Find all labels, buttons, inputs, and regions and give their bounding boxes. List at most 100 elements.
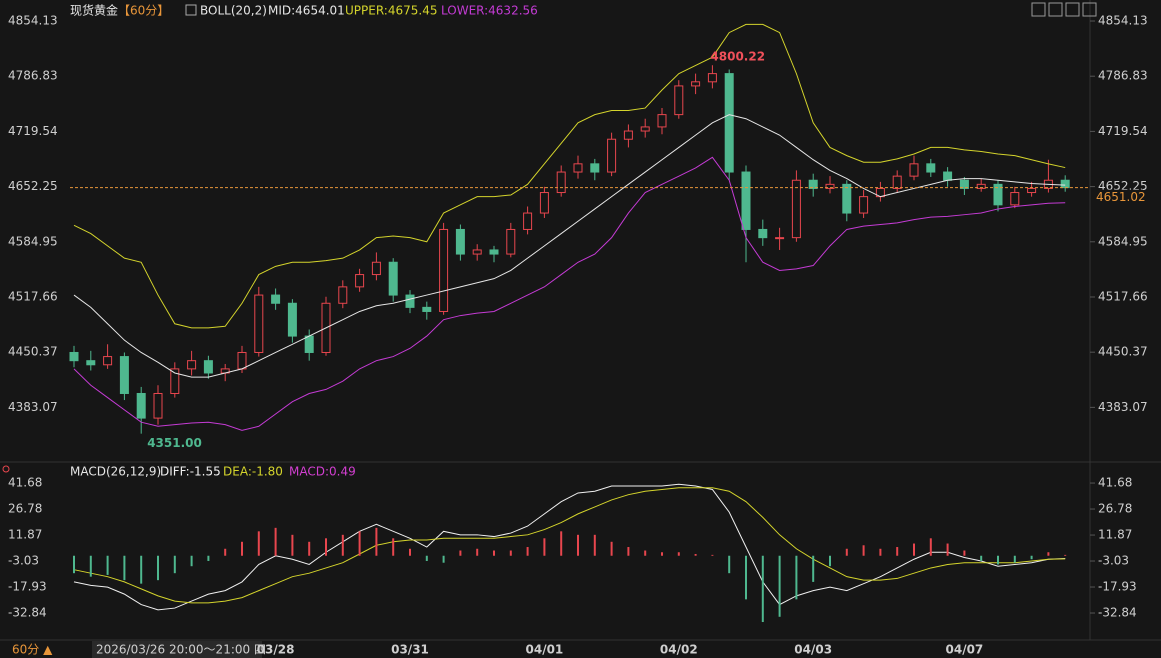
macd-bar bbox=[543, 538, 546, 556]
macd-bar bbox=[845, 548, 848, 556]
candle-body bbox=[489, 249, 499, 255]
candle-body bbox=[674, 85, 684, 116]
macd-bar bbox=[341, 534, 344, 556]
candle-body bbox=[187, 360, 197, 370]
x-tick-label: 04/03 bbox=[794, 643, 832, 657]
toolbar[interactable] bbox=[1031, 2, 1097, 17]
candle-body bbox=[993, 183, 1003, 206]
macd-bar bbox=[1047, 552, 1050, 556]
macd-bar bbox=[375, 527, 378, 556]
y-tick-label: -32.84 bbox=[1098, 606, 1137, 620]
y-tick-label: 4854.13 bbox=[8, 14, 58, 28]
candle-body bbox=[707, 73, 717, 83]
macd-bar bbox=[526, 547, 529, 556]
y-tick-label: 4383.07 bbox=[8, 400, 58, 414]
macd-bar bbox=[89, 555, 92, 577]
y-tick-label: 4517.66 bbox=[8, 289, 58, 303]
candle-body bbox=[237, 351, 247, 370]
last-price-box bbox=[1091, 189, 1143, 205]
candle-body bbox=[254, 294, 264, 353]
y-tick-label: -17.93 bbox=[1098, 580, 1137, 594]
macd-bar bbox=[812, 555, 815, 582]
period[interactable]: 【60分】 bbox=[118, 4, 169, 18]
candle-body bbox=[607, 138, 617, 173]
macd-bar bbox=[728, 555, 731, 574]
macd-bar bbox=[493, 550, 495, 556]
tool-button[interactable] bbox=[1048, 2, 1063, 17]
macd-bar bbox=[946, 543, 949, 556]
legend-entry: UPPER:4675.45 bbox=[345, 4, 437, 18]
candle-body bbox=[170, 368, 180, 394]
candle-body bbox=[892, 175, 902, 189]
pane-marker bbox=[2, 465, 10, 473]
macd-bar bbox=[761, 555, 764, 623]
macd-bar bbox=[1030, 555, 1033, 560]
macd-title: MACD(26,12,9) bbox=[70, 465, 161, 479]
macd-bar bbox=[577, 534, 579, 556]
macd-bar bbox=[190, 555, 193, 567]
candle-body bbox=[523, 212, 533, 230]
candle-body bbox=[556, 171, 566, 194]
y-tick-label: 4383.07 bbox=[1098, 400, 1148, 414]
footer-period[interactable]: 60分 ▲ bbox=[12, 643, 53, 657]
legend-entry: MACD:0.49 bbox=[289, 465, 356, 479]
tool-button[interactable] bbox=[1031, 2, 1046, 17]
tool-button[interactable] bbox=[1065, 2, 1080, 17]
macd-bar bbox=[123, 555, 126, 581]
candle-body bbox=[371, 261, 381, 276]
candle-body bbox=[506, 228, 516, 255]
macd-bar bbox=[593, 534, 596, 556]
last-price-label: 4651.02 bbox=[1096, 190, 1146, 204]
macd-bar bbox=[274, 527, 277, 556]
candle-body bbox=[758, 228, 768, 239]
macd-bar bbox=[392, 538, 395, 556]
macd-line bbox=[73, 483, 1066, 611]
y-tick-label: -17.93 bbox=[8, 580, 47, 594]
title: 现货黄金 bbox=[70, 3, 118, 18]
candle-body bbox=[1027, 187, 1037, 194]
candle-body bbox=[573, 163, 583, 173]
macd-bar bbox=[963, 550, 966, 556]
y-tick-label: 4450.37 bbox=[1098, 345, 1148, 359]
candle-body bbox=[338, 286, 348, 304]
candle-body bbox=[909, 163, 919, 177]
candle-body bbox=[69, 351, 79, 362]
macd-bar bbox=[140, 555, 143, 584]
candle-body bbox=[825, 183, 835, 189]
macd-bar bbox=[425, 555, 428, 561]
y-tick-label: 4517.66 bbox=[1098, 289, 1148, 303]
macd-bar bbox=[241, 541, 243, 556]
candle-body bbox=[119, 356, 129, 394]
macd-line bbox=[73, 487, 1066, 604]
macd-bar bbox=[661, 552, 663, 556]
candle-body bbox=[86, 360, 96, 366]
macd-bar bbox=[929, 538, 932, 556]
y-tick-label: 4854.13 bbox=[1098, 14, 1148, 28]
x-tick-label: 04/01 bbox=[526, 643, 564, 657]
price-annotation: 4800.22 bbox=[710, 50, 765, 64]
legend-entry: LOWER:4632.56 bbox=[441, 4, 538, 18]
macd-bar bbox=[795, 555, 798, 600]
indicator: BOLL(20,2) bbox=[200, 4, 267, 18]
candle-body bbox=[439, 228, 449, 312]
y-tick-label: 4584.95 bbox=[1098, 234, 1148, 248]
candle-body bbox=[926, 163, 936, 173]
macd-bar bbox=[778, 555, 781, 617]
macd-bar bbox=[207, 555, 210, 561]
candle-body bbox=[959, 179, 969, 189]
candle-body bbox=[203, 360, 213, 374]
y-tick-label: 11.87 bbox=[1098, 528, 1132, 542]
tool-button[interactable] bbox=[1082, 2, 1097, 17]
candle-body bbox=[103, 356, 113, 366]
candle-body bbox=[657, 114, 667, 128]
indicator-icon[interactable] bbox=[185, 4, 197, 16]
x-tick-label: 03/28 bbox=[257, 643, 295, 657]
y-tick-label: 11.87 bbox=[8, 528, 42, 542]
macd-bar bbox=[913, 543, 915, 556]
candle-body bbox=[976, 183, 986, 189]
candle-body bbox=[455, 228, 465, 255]
y-tick-label: -3.03 bbox=[1098, 554, 1129, 568]
macd-bar bbox=[644, 550, 647, 556]
